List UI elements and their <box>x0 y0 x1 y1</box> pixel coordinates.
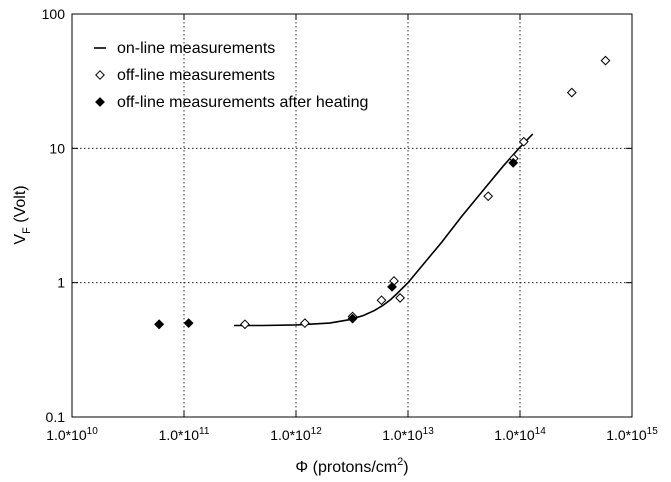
off-line-point <box>566 87 577 98</box>
heated-point <box>347 313 358 324</box>
grid-lines <box>72 14 632 417</box>
x-tick-label: 1.0*1013 <box>382 426 434 443</box>
legend-label: off-line measurements <box>117 67 275 84</box>
y-tick-label: 1 <box>57 275 65 291</box>
x-tick-label: 1.0*1015 <box>606 426 658 443</box>
off-line-point <box>395 293 406 303</box>
y-axis-label: VF (Volt) <box>12 185 33 244</box>
y-tick-label: 0.1 <box>46 409 66 425</box>
off-line-point <box>483 191 494 202</box>
heated-point <box>183 318 194 329</box>
data-marks <box>154 55 611 330</box>
off-line-point <box>299 318 310 329</box>
legend-label: off-line measurements after heating <box>117 94 368 111</box>
off-line-point <box>240 319 250 330</box>
legend-label: on-line measurements <box>117 40 275 57</box>
off-line-point <box>518 136 529 147</box>
y-tick-label: 100 <box>42 6 66 22</box>
heated-point <box>508 157 519 168</box>
x-tick-label: 1.0*1010 <box>46 426 98 443</box>
legend-open-diamond <box>95 70 105 80</box>
plot-frame <box>71 13 633 418</box>
x-tick-label: 1.0*1012 <box>270 426 322 443</box>
legend: on-line measurements off-line measurement… <box>94 40 368 111</box>
on-line-curve <box>234 133 534 327</box>
heated-point <box>387 281 397 292</box>
y-tick-label: 10 <box>49 140 65 156</box>
off-line-point <box>600 55 611 66</box>
off-line-point <box>376 295 387 306</box>
x-tick-label: 1.0*1014 <box>494 426 546 443</box>
legend-filled-diamond <box>95 97 105 107</box>
ticks: 1.0*1010 1.0*1011 1.0*1012 1.0*1013 1.0*1014… <box>42 6 659 443</box>
heated-point <box>154 319 165 330</box>
x-tick-label: 1.0*1011 <box>159 426 210 443</box>
x-axis-label: Φ (protons/cm2) <box>295 456 408 476</box>
